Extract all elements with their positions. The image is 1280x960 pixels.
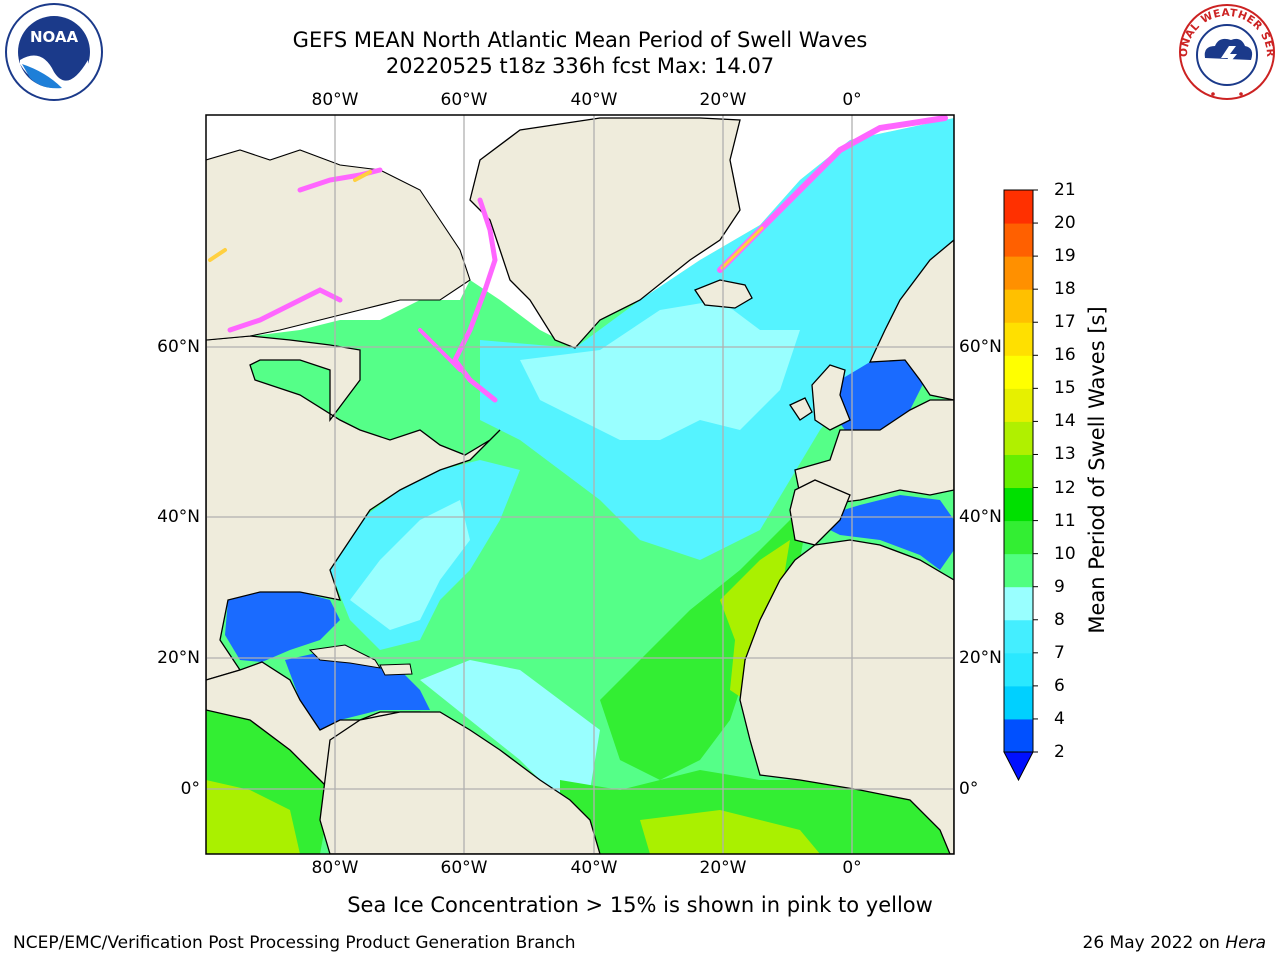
lon-label-bottom-60w: 60°W [440, 858, 488, 878]
colorbar-tick-label: 19 [1054, 246, 1076, 267]
colorbar-tick-label: 12 [1054, 477, 1076, 498]
colorbar-segment [1004, 652, 1033, 687]
footer-machine-name: Hera [1225, 933, 1266, 953]
swell-field-lightcyan-south [420, 660, 600, 800]
lat-label-right-0: 0° [959, 779, 979, 799]
colorbar-tick-label: 11 [1054, 510, 1076, 531]
lon-label-bottom-80w: 80°W [311, 858, 359, 878]
colorbar-tick-label: 6 [1054, 675, 1065, 696]
map-title-line2: 20220525 t18z 336h fcst Max: 14.07 [385, 54, 775, 78]
colorbar-segment [1004, 520, 1033, 555]
colorbar-segment [1004, 355, 1033, 389]
colorbar-segment [1004, 322, 1033, 356]
colorbar-segment [1004, 718, 1033, 753]
british-isles-land [811, 364, 851, 431]
lon-label-top-0: 0° [842, 90, 862, 110]
north-america-land [206, 335, 501, 681]
noaa-logo-icon: NOAA [5, 3, 103, 101]
colorbar-segment [1004, 190, 1033, 224]
lat-label-right-20n: 20°N [959, 648, 1002, 668]
colorbar-segment [1004, 553, 1033, 588]
lat-label-left-0: 0° [180, 779, 200, 799]
colorbar-tick-label: 20 [1054, 213, 1076, 234]
colorbar-segment [1004, 454, 1033, 489]
sea-ice-note: Sea Ice Concentration > 15% is shown in … [347, 893, 933, 917]
gulf-of-mexico-field [225, 592, 340, 662]
colorbar-segment [1004, 223, 1033, 257]
canadian-archipelago [206, 149, 471, 341]
swell-field-pacific-yellow [206, 780, 300, 854]
colorbar-segment [1004, 487, 1033, 522]
colorbar-tick-label: 17 [1054, 312, 1076, 333]
colorbar-tick-label: 13 [1054, 444, 1076, 465]
map-title-line1: GEFS MEAN North Atlantic Mean Period of … [292, 28, 868, 52]
lon-label-top-60w: 60°W [440, 90, 488, 110]
colorbar-segment [1004, 256, 1033, 290]
colorbar-underflow-arrow [1003, 751, 1034, 782]
hispaniola-land [379, 663, 413, 676]
footer-date: 26 May 2022 on Hera [1083, 933, 1267, 953]
graticule [206, 115, 954, 854]
colorbar-tick-label: 4 [1054, 708, 1065, 729]
colorbar-tick-label: 18 [1054, 279, 1076, 300]
scandinavia-land [868, 239, 954, 401]
cuba-land [308, 644, 382, 669]
colorbar [1003, 189, 1038, 782]
colorbar-tick-label: 21 [1054, 180, 1076, 200]
colorbar-tick-label: 15 [1054, 378, 1076, 399]
footer-credit: NCEP/EMC/Verification Post Processing Pr… [13, 933, 576, 953]
colorbar-segment [1004, 586, 1033, 621]
colorbar-title: Mean Period of Swell Waves [s] [1085, 306, 1109, 634]
lon-label-top-20w: 20°W [699, 90, 747, 110]
sea-ice-edges [208, 115, 948, 403]
svg-text:NOAA: NOAA [30, 28, 79, 46]
lon-label-bottom-0: 0° [842, 858, 862, 878]
colorbar-segment [1004, 619, 1033, 654]
colorbar-segment [1004, 421, 1033, 455]
colorbar-tick-label: 9 [1054, 576, 1065, 597]
north-sea-field [830, 360, 925, 430]
europe-land [794, 399, 954, 506]
swell-field-lightcyan-north [520, 300, 800, 440]
lon-label-bottom-20w: 20°W [699, 858, 747, 878]
colorbar-tick-label: 14 [1054, 411, 1076, 432]
lat-label-left-20n: 20°N [157, 648, 200, 668]
swell-field-yellowgreen-south [640, 810, 820, 854]
greenland-land [469, 117, 741, 349]
iberia-land [789, 479, 851, 546]
swell-field-lightcyan-west [350, 500, 470, 630]
colorbar-tick-label: 8 [1054, 609, 1065, 630]
lon-label-top-80w: 80°W [311, 90, 359, 110]
lat-label-left-60n: 60°N [157, 337, 200, 357]
lon-label-bottom-40w: 40°W [570, 858, 618, 878]
ireland-land [789, 397, 813, 421]
swell-field-yellowgreen [720, 540, 790, 700]
colorbar-tick-label: 16 [1054, 345, 1076, 366]
lat-label-right-60n: 60°N [959, 337, 1002, 357]
mediterranean-field [810, 495, 954, 570]
lat-label-right-40n: 40°N [959, 507, 1002, 527]
lon-label-top-40w: 40°W [570, 90, 618, 110]
lat-label-left-40n: 40°N [157, 507, 200, 527]
colorbar-segment [1004, 388, 1033, 422]
africa-land [739, 539, 954, 854]
colorbar-segment [1004, 685, 1033, 720]
colorbar-tick-label: 2 [1054, 742, 1065, 762]
colorbar-segment [1004, 289, 1033, 323]
colorbar-tick-label: 7 [1054, 642, 1065, 663]
south-america-land [319, 711, 601, 854]
footer-date-text: 26 May 2022 on [1082, 933, 1220, 953]
colorbar-frame [1003, 189, 1034, 753]
map-frame [205, 114, 955, 855]
colorbar-tick-label: 10 [1054, 543, 1076, 564]
nws-logo-icon: NATIONAL WEATHER SERVICE [1175, 2, 1276, 100]
